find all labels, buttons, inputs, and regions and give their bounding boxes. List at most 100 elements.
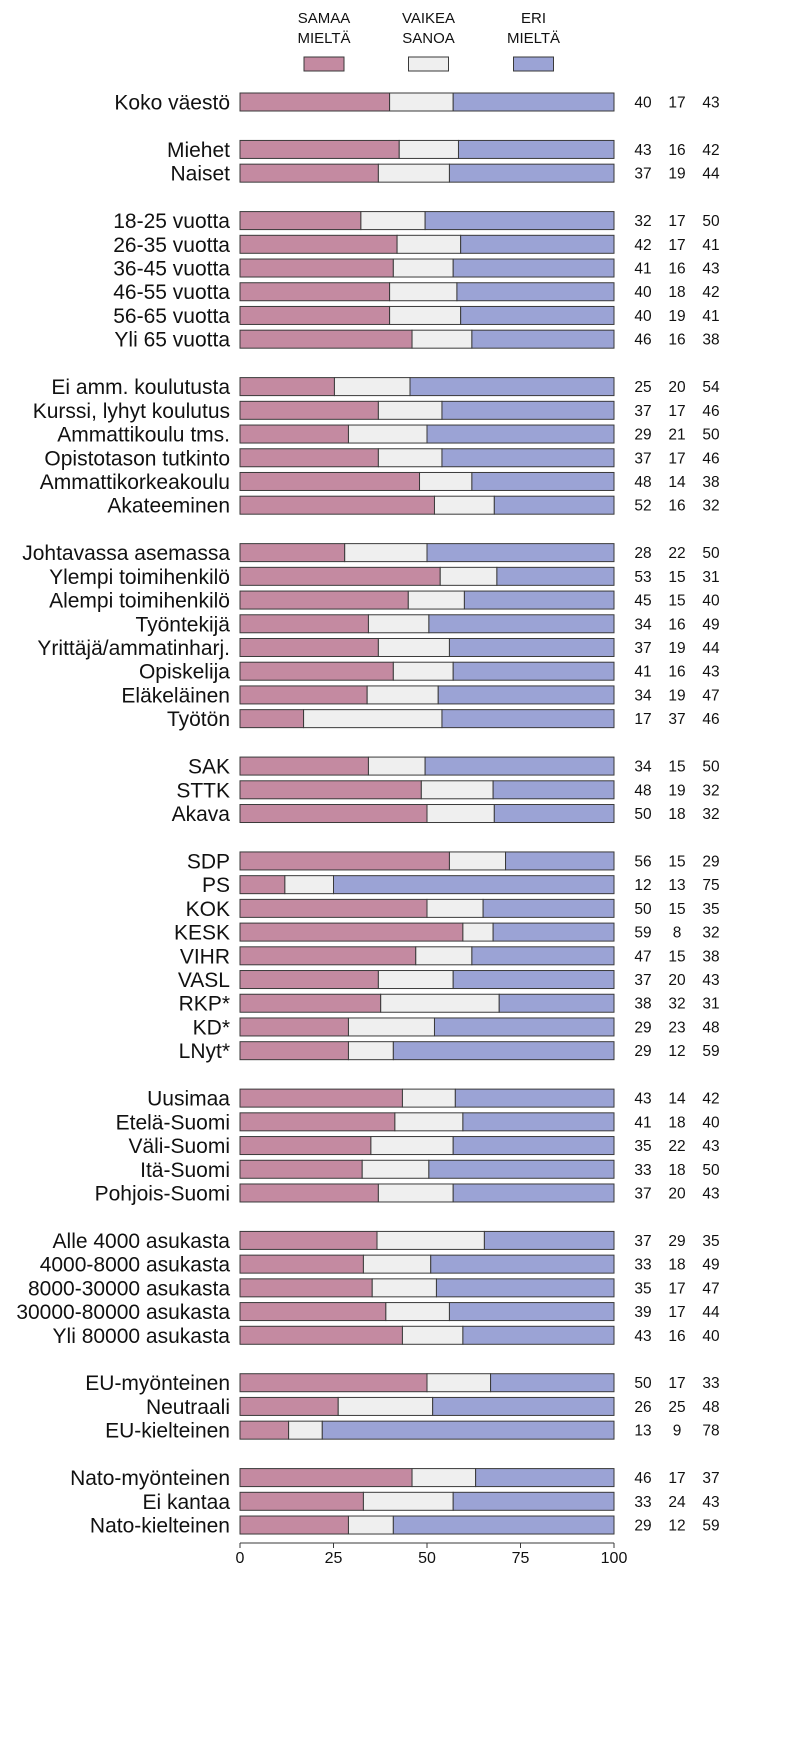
- bar-row: Yrittäjä/ammatinharj. 37 19 44: [37, 637, 720, 660]
- legend-agree-swatch: [303, 56, 345, 72]
- x-tick-label: 25: [325, 1550, 343, 1567]
- row-group: SDP 56 15 29 PS 12 13 75 KOK 50 15 35 KESK 59 8 32 VIHR 4…: [174, 850, 720, 1063]
- disagree-segment: [441, 709, 615, 729]
- cant-say-value: 25: [668, 1399, 685, 1416]
- cant-say-value: 18: [668, 806, 685, 823]
- cant-say-value: 17: [668, 450, 685, 467]
- agree-segment: [239, 543, 346, 563]
- cant-say-value: 8: [673, 925, 682, 942]
- agree-segment: [239, 922, 464, 942]
- x-axis: 0 25 50 75 100: [236, 1542, 627, 1567]
- cant-say-segment: [288, 1420, 323, 1440]
- cant-say-segment: [377, 970, 454, 990]
- agree-value: 40: [634, 308, 652, 325]
- disagree-segment: [452, 258, 615, 278]
- agree-value: 34: [634, 687, 652, 704]
- bar-row: RKP* 38 32 31: [179, 993, 720, 1016]
- cant-say-value: 15: [668, 853, 685, 870]
- cant-say-segment: [401, 1088, 456, 1108]
- bar-row: VASL 37 20 43: [178, 969, 720, 992]
- cant-say-segment: [344, 543, 428, 563]
- cant-say-segment: [347, 1041, 394, 1061]
- bar-row: 56-65 vuotta 40 19 41: [113, 305, 719, 328]
- cant-say-value: 15: [668, 569, 685, 586]
- disagree-value: 50: [702, 213, 720, 230]
- row-label: 8000-30000 asukasta: [28, 1277, 230, 1300]
- agree-value: 29: [634, 427, 651, 444]
- bar-row: Akava 50 18 32: [172, 803, 720, 826]
- agree-value: 46: [634, 332, 651, 349]
- cant-say-value: 17: [668, 1280, 685, 1297]
- disagree-value: 47: [702, 1280, 719, 1297]
- row-label: Yli 65 vuotta: [114, 329, 230, 352]
- disagree-segment: [452, 92, 615, 112]
- agree-segment: [239, 471, 421, 491]
- disagree-segment: [392, 1515, 615, 1535]
- disagree-segment: [457, 139, 615, 159]
- row-label: 36-45 vuotta: [113, 258, 230, 281]
- bar-row: SDP 56 15 29: [187, 850, 720, 873]
- agree-segment: [239, 993, 382, 1013]
- disagree-segment: [454, 1088, 615, 1108]
- legend-swatches: [303, 56, 554, 72]
- row-label: Ei amm. koulutusta: [51, 376, 230, 399]
- disagree-segment: [432, 1396, 615, 1416]
- agree-value: 45: [634, 593, 651, 610]
- disagree-value: 59: [702, 1043, 719, 1060]
- cant-say-segment: [366, 685, 439, 705]
- agree-segment: [239, 1017, 349, 1037]
- bar-row: Ei amm. koulutusta 25 20 54: [51, 376, 720, 399]
- agree-value: 33: [634, 1494, 651, 1511]
- agree-segment: [239, 211, 362, 231]
- row-group: Uusimaa 43 14 42 Etelä-Suomi 41 18 40 Väli-Suomi…: [95, 1088, 720, 1206]
- bar-row: Nato-kielteinen 29 12 59: [90, 1515, 720, 1538]
- disagree-segment: [321, 1420, 615, 1440]
- cant-say-value: 37: [668, 711, 685, 728]
- disagree-segment: [409, 377, 615, 397]
- agree-value: 35: [634, 1280, 651, 1297]
- disagree-segment: [505, 851, 615, 871]
- row-label: Alempi toimihenkilö: [49, 590, 230, 613]
- cant-say-value: 9: [673, 1423, 682, 1440]
- disagree-segment: [441, 400, 615, 420]
- disagree-value: 35: [702, 901, 719, 918]
- cant-say-value: 22: [668, 545, 685, 562]
- agree-segment: [239, 258, 394, 278]
- cant-say-value: 19: [668, 687, 685, 704]
- agree-value: 37: [634, 640, 651, 657]
- agree-value: 50: [634, 1375, 652, 1392]
- row-label: Opistotason tutkinto: [44, 447, 230, 470]
- cant-say-value: 19: [668, 166, 685, 183]
- bar-row: 30000-80000 asukasta 39 17 44: [16, 1301, 720, 1324]
- agree-segment: [239, 495, 435, 515]
- cant-say-segment: [303, 709, 443, 729]
- cant-say-segment: [439, 566, 498, 586]
- disagree-value: 32: [702, 498, 719, 515]
- bar-row: Naiset 37 19 44: [170, 163, 720, 186]
- bar-row: PS 12 13 75: [202, 874, 720, 897]
- cant-say-value: 12: [668, 1043, 685, 1060]
- bar-row: 8000-30000 asukasta 35 17 47: [28, 1277, 720, 1300]
- cant-say-value: 17: [668, 403, 685, 420]
- cant-say-value: 18: [668, 1162, 685, 1179]
- legend-cant-say-label: VAIKEA SANOA: [401, 10, 456, 47]
- disagree-value: 31: [702, 569, 719, 586]
- disagree-segment: [452, 1491, 615, 1511]
- disagree-value: 40: [702, 1328, 720, 1345]
- bar-row: Työntekijä 34 16 49: [135, 613, 719, 636]
- bar-row: Miehet 43 16 42: [167, 139, 720, 162]
- bar-row: Alempi toimihenkilö 45 15 40: [49, 590, 720, 613]
- disagree-segment: [441, 448, 615, 468]
- disagree-segment: [437, 685, 615, 705]
- agree-segment: [239, 1254, 364, 1274]
- disagree-segment: [424, 211, 615, 231]
- agree-segment: [239, 1468, 413, 1488]
- row-label: SAK: [188, 756, 230, 779]
- row-label: EU-myönteinen: [85, 1372, 230, 1395]
- agree-value: 52: [634, 498, 651, 515]
- disagree-value: 43: [702, 1185, 719, 1202]
- agree-value: 13: [634, 1423, 651, 1440]
- disagree-segment: [463, 590, 615, 610]
- cant-say-value: 32: [668, 996, 685, 1013]
